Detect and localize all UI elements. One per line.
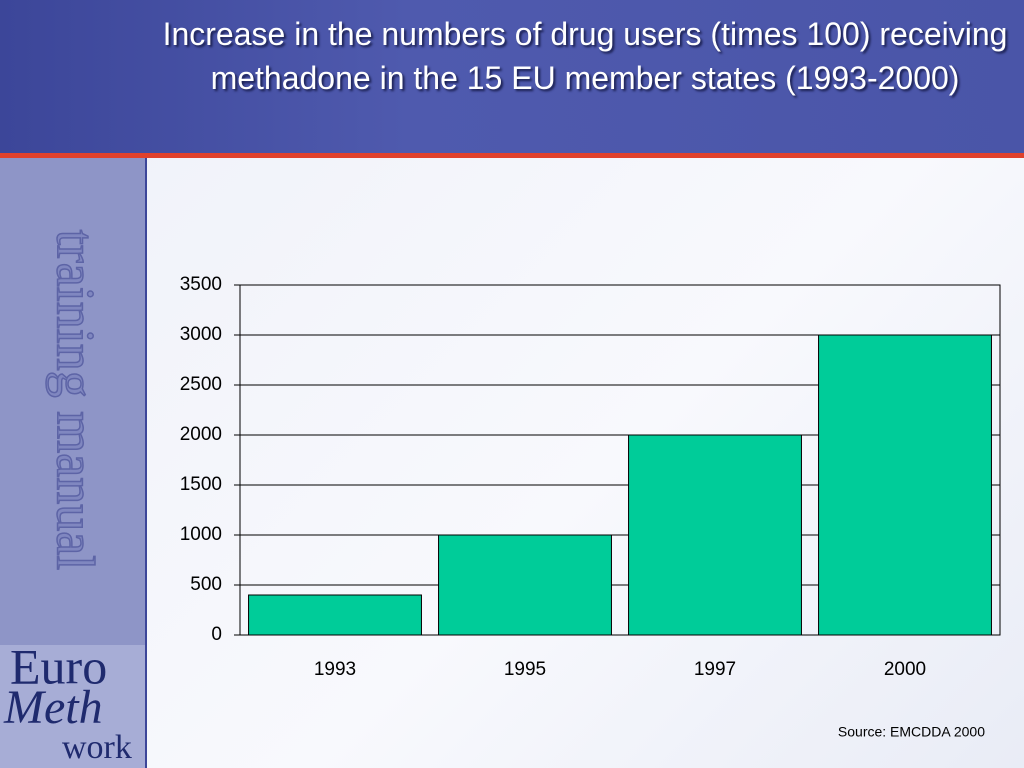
y-tick-label: 500 [190,574,222,595]
bar [628,434,802,636]
y-tick-label: 2500 [180,374,222,395]
x-tick-label: 2000 [884,659,926,680]
bar [248,594,422,636]
logo-box [0,645,145,768]
x-tick-label: 1993 [314,659,356,680]
x-tick-label: 1995 [504,659,546,680]
y-tick-label: 2000 [180,424,222,445]
y-tick-label: 0 [211,624,222,645]
x-tick-label: 1997 [694,659,736,680]
logo-text: Euro [10,638,107,694]
y-tick-label: 3000 [180,324,222,345]
source: Source: EMCDDA 2000 [838,724,985,740]
logo-text: work [62,729,132,766]
y-tick-label: 3500 [180,274,222,295]
bar [818,334,992,636]
chart-title: Increase in the numbers of drug users (t… [162,16,1008,96]
side-label: training manual [46,230,106,570]
y-tick-label: 1500 [180,474,222,495]
bar [438,534,612,636]
y-tick-label: 1000 [180,524,222,545]
header [0,0,1024,158]
logo-text: Meth [3,681,103,734]
